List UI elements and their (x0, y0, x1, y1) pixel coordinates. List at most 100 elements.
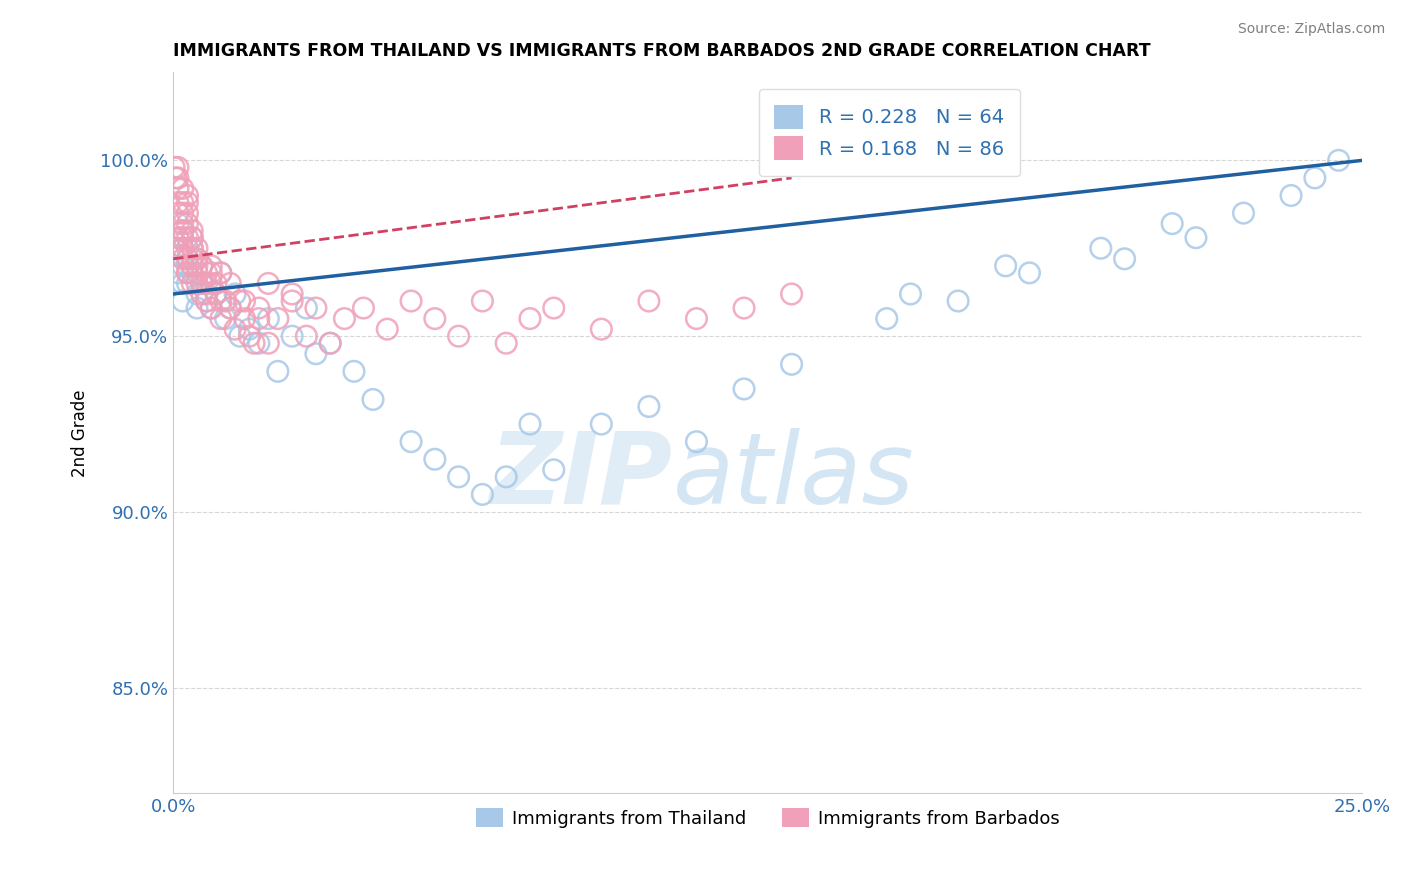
Point (685, 311, 707, 326)
Point (167, 195, 190, 210)
Point (186, 301, 208, 315)
Point (375, 322, 398, 336)
Point (209, 311, 232, 326)
Point (243, 336, 266, 351)
Point (209, 266, 232, 280)
Point (195, 293, 218, 308)
Point (543, 301, 565, 315)
Point (167, 181, 190, 195)
Point (176, 206, 198, 220)
Point (1090, 241, 1112, 255)
Point (257, 311, 280, 326)
Point (247, 336, 270, 351)
Point (186, 277, 208, 291)
Point (343, 364, 366, 378)
Point (200, 301, 222, 315)
Point (186, 241, 208, 255)
Point (165, 170, 187, 185)
Point (172, 217, 194, 231)
Point (229, 329, 252, 343)
Point (209, 293, 232, 308)
Point (167, 266, 190, 280)
Point (685, 434, 707, 449)
Point (200, 301, 222, 315)
Point (176, 188, 198, 202)
Y-axis label: 2nd Grade: 2nd Grade (72, 389, 89, 476)
Point (543, 463, 565, 477)
Point (190, 277, 212, 291)
Point (176, 252, 198, 266)
Point (295, 329, 318, 343)
Point (195, 293, 218, 308)
Point (200, 259, 222, 273)
Point (176, 252, 198, 266)
Point (176, 241, 198, 255)
Point (994, 259, 1017, 273)
Point (186, 266, 208, 280)
Point (176, 259, 198, 273)
Point (471, 293, 494, 308)
Point (238, 329, 260, 343)
Point (319, 336, 342, 351)
Point (195, 266, 218, 280)
Point (176, 277, 198, 291)
Point (172, 241, 194, 255)
Point (281, 329, 304, 343)
Point (190, 259, 212, 273)
Point (190, 277, 212, 291)
Point (399, 293, 422, 308)
Point (186, 252, 208, 266)
Point (229, 293, 252, 308)
Text: ZIP: ZIP (489, 427, 672, 524)
Point (447, 470, 470, 484)
Point (305, 301, 328, 315)
Point (1161, 217, 1184, 231)
Point (181, 252, 204, 266)
Point (181, 230, 204, 244)
Point (181, 224, 204, 238)
Point (519, 417, 541, 431)
Point (638, 293, 661, 308)
Point (247, 311, 270, 326)
Point (214, 293, 236, 308)
Point (733, 382, 755, 396)
Point (181, 241, 204, 255)
Point (195, 287, 218, 301)
Point (591, 417, 613, 431)
Point (281, 293, 304, 308)
Point (176, 266, 198, 280)
Point (591, 322, 613, 336)
Point (399, 434, 422, 449)
Point (200, 277, 222, 291)
Point (495, 470, 517, 484)
Point (172, 252, 194, 266)
Point (176, 195, 198, 210)
Point (181, 277, 204, 291)
Point (495, 336, 517, 351)
Point (214, 311, 236, 326)
Point (247, 301, 270, 315)
Point (167, 170, 190, 185)
Point (205, 287, 228, 301)
Point (423, 452, 446, 467)
Text: IMMIGRANTS FROM THAILAND VS IMMIGRANTS FROM BARBADOS 2ND GRADE CORRELATION CHART: IMMIGRANTS FROM THAILAND VS IMMIGRANTS F… (173, 42, 1152, 60)
Point (233, 293, 256, 308)
Point (172, 206, 194, 220)
Point (167, 206, 190, 220)
Point (638, 400, 661, 414)
Point (172, 293, 194, 308)
Point (447, 329, 470, 343)
Point (172, 277, 194, 291)
Point (195, 277, 218, 291)
Point (733, 301, 755, 315)
Point (172, 195, 194, 210)
Point (519, 311, 541, 326)
Point (172, 259, 194, 273)
Point (471, 487, 494, 501)
Point (186, 252, 208, 266)
Point (233, 311, 256, 326)
Point (186, 259, 208, 273)
Point (205, 277, 228, 291)
Point (181, 266, 204, 280)
Text: Source: ZipAtlas.com: Source: ZipAtlas.com (1237, 22, 1385, 37)
